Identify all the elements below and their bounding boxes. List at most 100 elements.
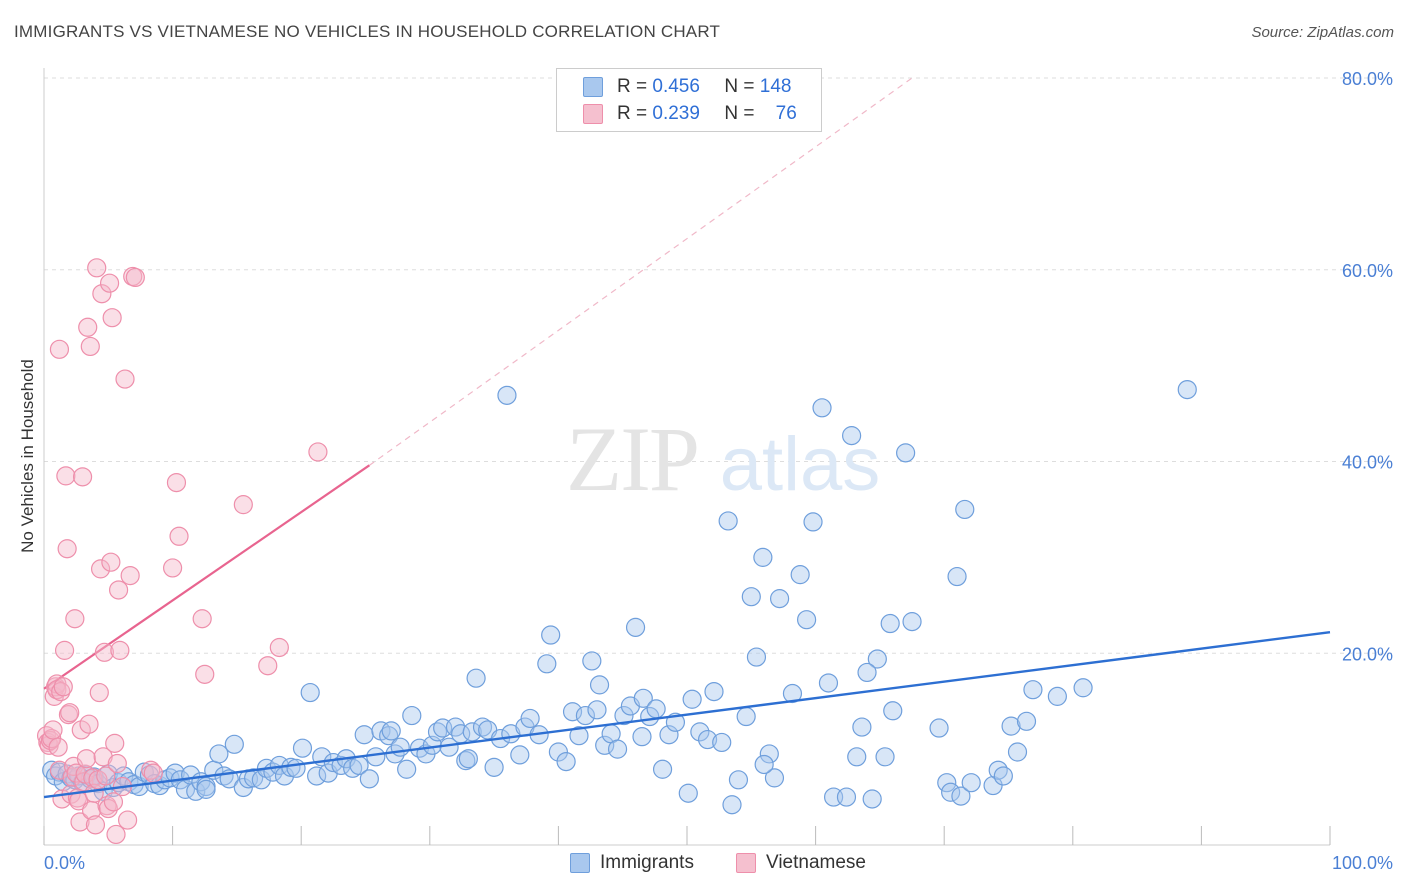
immigrants-point [569,726,589,746]
series-legend: Immigrants Vietnamese [0,852,1406,878]
immigrants-point [1001,716,1021,736]
immigrants-legend-label: Immigrants [600,852,694,873]
vietnamese-point [308,442,328,462]
immigrants-point [497,385,517,405]
immigrants-point [857,662,877,683]
vietnamese-trend-line [43,464,370,690]
immigrants-point [286,758,306,778]
immigrants-point [790,565,810,585]
immigrants-point [867,649,887,669]
vietnamese-point [166,472,187,493]
immigrants-point [1073,678,1093,698]
immigrants-trend-line [43,630,1331,799]
y-tick-labels: 20.0% 40.0% 60.0% 80.0% [1342,69,1393,664]
immigrants-point [697,729,718,750]
y-tick-label-20: 20.0% [1342,644,1393,664]
immigrants-point [472,717,493,737]
vietnamese-point [169,526,189,546]
immigrants-point [961,773,981,793]
immigrants-point [209,744,229,764]
vietnamese-point [76,749,97,769]
vietnamese-point [106,824,126,845]
vietnamese-point [71,720,91,740]
immigrants-point [712,732,732,753]
immigrants-point [722,795,742,815]
vietnamese-point [89,682,109,703]
vietnamese-point [48,737,68,757]
vietnamese-r-value: 0.239 [652,103,700,124]
immigrants-point [587,700,607,720]
immigrants-point [847,747,867,767]
immigrants-point [196,779,216,799]
vietnamese-point [80,336,100,357]
immigrants-point [366,747,386,767]
vietnamese-point [56,466,76,486]
legend-item-immigrants[interactable]: Immigrants [570,852,694,874]
chart-title: IMMIGRANTS VS VIETNAMESE NO VEHICLES IN … [14,22,721,41]
immigrants-point [595,735,615,755]
vietnamese-point [57,539,77,559]
vietnamese-point [107,753,127,774]
immigrants-point [537,654,557,674]
vietnamese-r-label: R = [617,103,648,124]
vietnamese-point [110,640,130,660]
immigrants-point [381,721,401,741]
vietnamese-point [143,763,163,783]
vietnamese-point [54,640,75,660]
immigrants-legend-swatch [570,853,590,873]
vietnamese-legend-swatch [736,853,756,873]
immigrants-point [937,773,957,793]
immigrants-point [520,708,540,729]
immigrants-point [754,754,774,775]
legend-item-vietnamese[interactable]: Vietnamese [736,852,866,874]
vietnamese-point [233,495,253,515]
immigrants-point [896,443,916,463]
vietnamese-points [36,258,328,845]
immigrants-point [607,739,628,759]
vietnamese-point [53,677,73,697]
immigrants-point [852,717,872,737]
vietnamese-point [99,273,120,293]
vietnamese-point [105,733,125,753]
immigrants-point [1016,711,1037,731]
vietnamese-point [115,369,135,389]
immigrants-point [659,725,679,745]
vietnamese-point [195,664,215,684]
immigrants-point [690,722,710,742]
immigrants-point [589,675,610,695]
immigrants-point [678,783,698,803]
immigrants-point [842,426,862,446]
immigrants-point [614,705,634,726]
watermark-atlas: atlas [720,422,881,507]
watermark-zip: ZIP [566,408,698,510]
immigrants-point [812,398,832,418]
vietnamese-trend [43,77,913,690]
immigrants-point [244,768,264,788]
immigrants-point [753,547,773,567]
vietnamese-point [92,284,112,304]
immigrants-point [988,760,1008,780]
immigrants-point [983,775,1003,796]
immigrants-point [736,706,756,727]
immigrants-point [575,705,596,726]
immigrants-r-label: R = [617,76,648,97]
immigrants-point [880,613,900,634]
immigrants-point [682,689,702,709]
immigrants-point [728,770,749,790]
immigrants-point [883,701,903,721]
vietnamese-point [79,714,99,734]
immigrants-point [764,768,785,788]
immigrants-point [818,673,839,693]
x-tick-labels: 0.0% 100.0% [44,853,1393,873]
immigrants-point [1047,686,1067,706]
vietnamese-point [85,815,106,835]
immigrants-point [769,589,790,609]
watermark: ZIP atlas [566,408,880,510]
source-label: Source: ZipAtlas.com [1251,24,1394,41]
vietnamese-point [102,308,122,328]
vietnamese-point [49,339,70,359]
immigrants-point [251,770,271,790]
vietnamese-point [125,267,145,288]
vietnamese-point [94,642,115,662]
